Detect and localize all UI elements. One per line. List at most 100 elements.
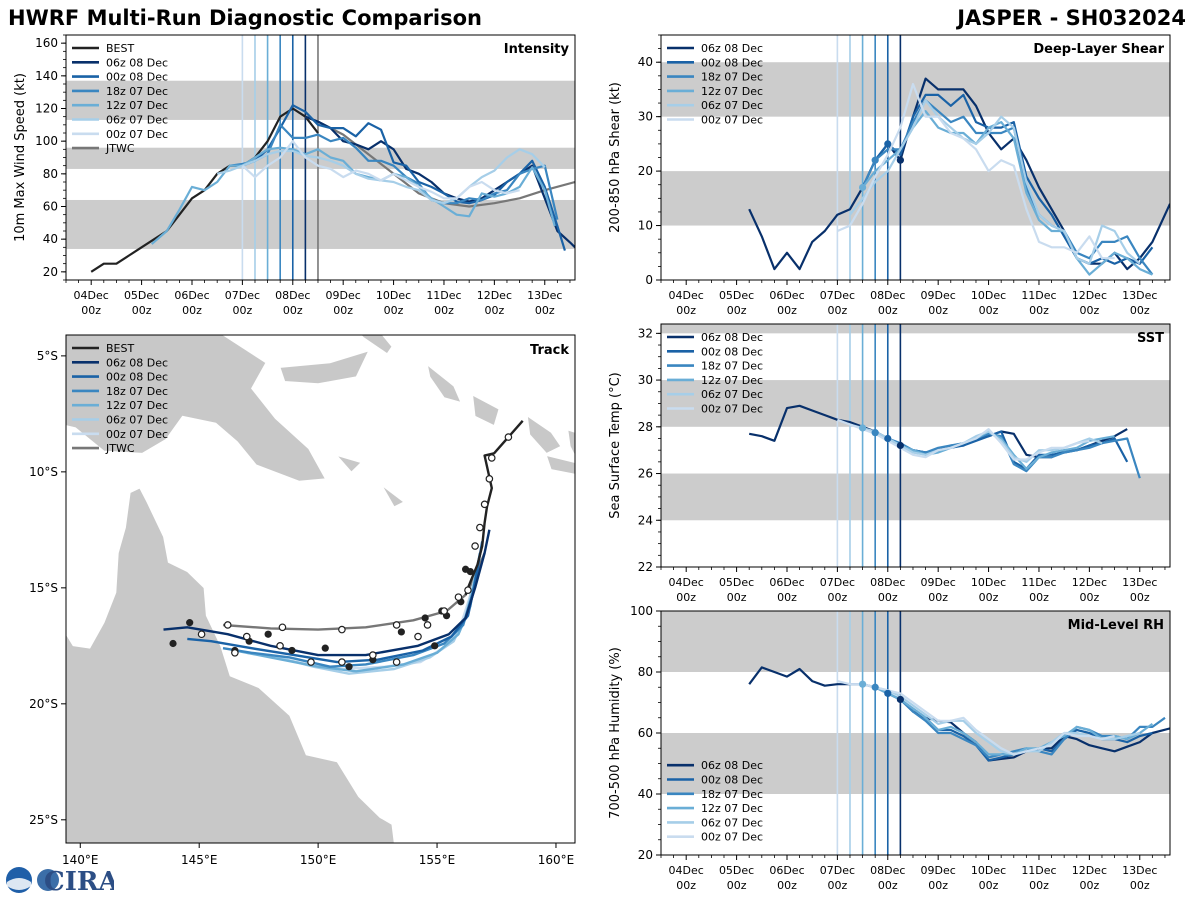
track-x-tick-label: 160°E — [538, 853, 575, 867]
track-forecast-marker — [440, 607, 448, 615]
shear-x-tick-label: 10Dec — [971, 289, 1006, 302]
track-forecast-marker — [454, 593, 463, 601]
sst-init-marker-18z-07-dec — [871, 429, 879, 437]
sst-x-tick-label: 04Dec — [669, 576, 704, 589]
track-position-marker — [186, 619, 194, 627]
sst-legend-label-00z-08-dec: 00z 08 Dec — [701, 345, 763, 358]
sst-panel-title: SST — [1137, 331, 1164, 346]
intensity-legend-label-18z-07-dec: 18z 07 Dec — [106, 85, 168, 98]
rh-y-tick-label: 60 — [638, 726, 653, 740]
intensity-y-axis-label: 10m Max Wind Speed (kt) — [13, 73, 28, 242]
intensity-y-tick-label: 20 — [43, 265, 58, 279]
rh-x-tick-label: 13Dec — [1122, 864, 1157, 877]
rh-legend-label-18z-07-dec: 18z 07 Dec — [701, 788, 763, 801]
track-panel: 140°E 145°E 150°E 155°E 160°E 5°S 10°S 15°S 20°S… — [29, 334, 576, 867]
intensity-x-tick-label: 00z — [484, 304, 504, 317]
track-position-marker — [397, 628, 405, 636]
shear-series-06z-07-dec — [849, 99, 1141, 265]
sst-panel: 22 24 26 28 30 32 04Dec 00z 05Dec 00z 06Dec 00z 07De… — [608, 323, 1171, 604]
sst-x-tick-label: 00z — [1079, 591, 1099, 604]
shear-y-tick-label: 0 — [645, 273, 653, 287]
new-britain-landmass — [279, 341, 374, 385]
guadalcanal-landmass — [545, 455, 575, 475]
track-line-06z-08-dec — [163, 529, 491, 657]
intensity-x-tick-label: 00z — [434, 304, 454, 317]
shear-legend-label-12z-07-dec: 12z 07 Dec — [701, 85, 763, 98]
shear-legend-label-00z-08-dec: 00z 08 Dec — [701, 56, 763, 69]
track-y-tick-label: 5°S — [37, 349, 58, 363]
track-forecast-marker — [278, 623, 287, 632]
track-y-tick-label: 10°S — [29, 465, 58, 479]
rh-x-tick-label: 12Dec — [1072, 864, 1107, 877]
rh-init-marker-00z-08-dec — [884, 689, 892, 697]
track-x-tick-label: 145°E — [181, 853, 218, 867]
shear-series-00z-07-dec — [836, 82, 1115, 260]
rh-legend-label-06z-08-dec: 06z 08 Dec — [701, 759, 763, 772]
rh-init-marker-12z-07-dec — [858, 680, 867, 688]
intensity-x-tick-label: 10Dec — [376, 289, 411, 302]
intensity-y-tick-label: 40 — [43, 232, 58, 246]
intensity-legend-label-00z-08-dec: 00z 08 Dec — [106, 71, 168, 84]
rh-init-marker-06z-08-dec — [896, 695, 904, 704]
shear-x-tick-label: 00z — [1130, 304, 1150, 317]
storm-id-title: JASPER - SH032024 — [957, 6, 1186, 30]
intensity-y-tick-label: 120 — [35, 102, 58, 116]
shear-x-tick-label: 05Dec — [719, 289, 754, 302]
intensity-x-tick-label: 00z — [384, 304, 404, 317]
shear-x-tick-label: 00z — [827, 304, 847, 317]
rh-series-06z-08-dec — [748, 666, 1170, 762]
shear-x-tick-label: 04Dec — [669, 289, 704, 302]
intensity-x-tick-label: 00z — [535, 304, 555, 317]
track-x-tick-label: 150°E — [300, 853, 337, 867]
track-frame — [65, 334, 576, 844]
shear-x-tick-label: 06Dec — [769, 289, 804, 302]
intensity-y-tick-label: 80 — [43, 167, 58, 181]
intensity-legend-label-12z-07-dec: 12z 07 Dec — [106, 99, 168, 112]
rh-y-tick-label: 40 — [638, 787, 653, 801]
sst-threshold-band — [661, 380, 1170, 427]
shear-init-marker-06z-08-dec — [896, 156, 904, 164]
intensity-legend-label-06z-07-dec: 06z 07 Dec — [106, 114, 168, 127]
shear-x-tick-label: 09Dec — [921, 289, 956, 302]
intensity-legend-label-00z-07-dec: 00z 07 Dec — [106, 128, 168, 141]
track-y-tick-label: 15°S — [29, 581, 58, 595]
intensity-series-00z-07-dec — [241, 140, 520, 200]
sst-legend-label-18z-07-dec: 18z 07 Dec — [701, 360, 763, 373]
shear-x-tick-label: 00z — [979, 304, 999, 317]
sst-init-marker-00z-08-dec — [884, 434, 892, 443]
shear-x-tick-label: 12Dec — [1072, 289, 1107, 302]
rh-x-tick-label: 05Dec — [719, 864, 754, 877]
intensity-series-00z-08-dec — [242, 104, 566, 251]
intensity-x-tick-label: 04Dec — [74, 289, 109, 302]
intensity-x-tick-label: 00z — [333, 304, 353, 317]
rh-legend-label-06z-07-dec: 06z 07 Dec — [701, 816, 763, 829]
rh-panel-title: Mid-Level RH — [1068, 618, 1164, 633]
intensity-x-tick-label: 00z — [182, 304, 202, 317]
sst-frame — [660, 323, 1171, 568]
sst-y-tick-label: 30 — [638, 373, 653, 387]
rh-x-tick-label: 00z — [676, 879, 696, 892]
sst-legend-label-12z-07-dec: 12z 07 Dec — [701, 374, 763, 387]
sst-x-tick-label: 12Dec — [1072, 576, 1107, 589]
intensity-x-tick-label: 00z — [132, 304, 152, 317]
rh-x-tick-label: 00z — [878, 879, 898, 892]
intensity-y-tick-label: 60 — [43, 200, 58, 214]
rh-y-tick-label: 20 — [638, 848, 653, 862]
track-forecast-marker — [223, 621, 232, 629]
rh-legend-label-00z-08-dec: 00z 08 Dec — [701, 774, 763, 787]
shear-plot-area — [661, 35, 1170, 280]
shear-legend-label-06z-08-dec: 06z 08 Dec — [701, 42, 763, 55]
intensity-x-tick-label: 09Dec — [326, 289, 361, 302]
shear-x-tick-label: 07Dec — [820, 289, 855, 302]
sst-y-tick-label: 22 — [638, 560, 653, 574]
rh-x-tick-label: 11Dec — [1021, 864, 1056, 877]
shear-x-tick-label: 00z — [928, 304, 948, 317]
track-forecast-marker — [392, 621, 401, 629]
sst-init-marker-06z-08-dec — [896, 441, 904, 450]
rh-x-tick-label: 00z — [727, 879, 747, 892]
rh-legend-label-12z-07-dec: 12z 07 Dec — [701, 802, 763, 815]
track-forecast-marker — [485, 475, 494, 483]
sst-y-axis-label: Sea Surface Temp (°C) — [608, 372, 623, 519]
